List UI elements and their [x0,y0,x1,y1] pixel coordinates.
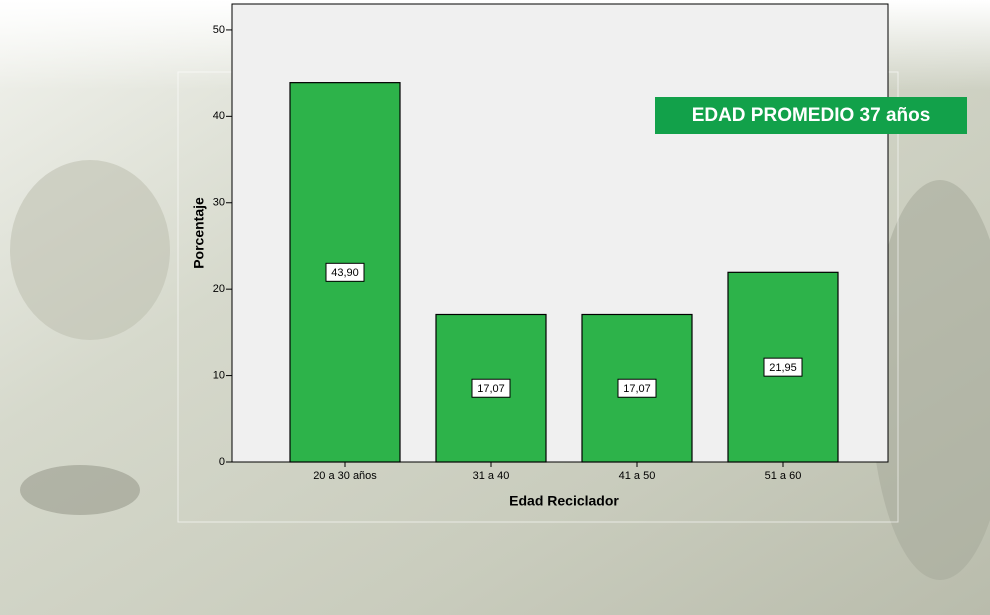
value-label-box [471,378,511,398]
value-label-box [325,262,365,282]
value-label: 43,90 [331,267,359,279]
y-tick-label: 10 [213,369,225,381]
x-tick-label: 20 a 30 años [313,470,377,482]
x-axis-label: Edad Reciclador [509,493,619,509]
value-label: 17,07 [477,383,505,395]
x-tick-label: 41 a 50 [619,470,656,482]
y-tick-label: 30 [213,197,225,209]
value-label-box [617,378,657,398]
annotation: EDAD PROMEDIO 37 años [692,105,931,126]
y-tick-label: 20 [213,283,225,295]
background-shape [20,465,140,515]
y-tick-label: 50 [213,24,225,36]
value-label: 17,07 [623,383,651,395]
x-tick-label: 51 a 60 [765,470,802,482]
y-tick-label: 0 [219,456,225,468]
annotation-box [655,97,967,134]
background-shape [10,160,170,340]
y-axis-label: Porcentaje [191,197,207,269]
value-label: 21,95 [769,362,797,374]
x-tick-label: 31 a 40 [473,470,510,482]
value-label-box [763,357,803,377]
y-tick-label: 40 [213,110,225,122]
background-shape [870,180,990,580]
